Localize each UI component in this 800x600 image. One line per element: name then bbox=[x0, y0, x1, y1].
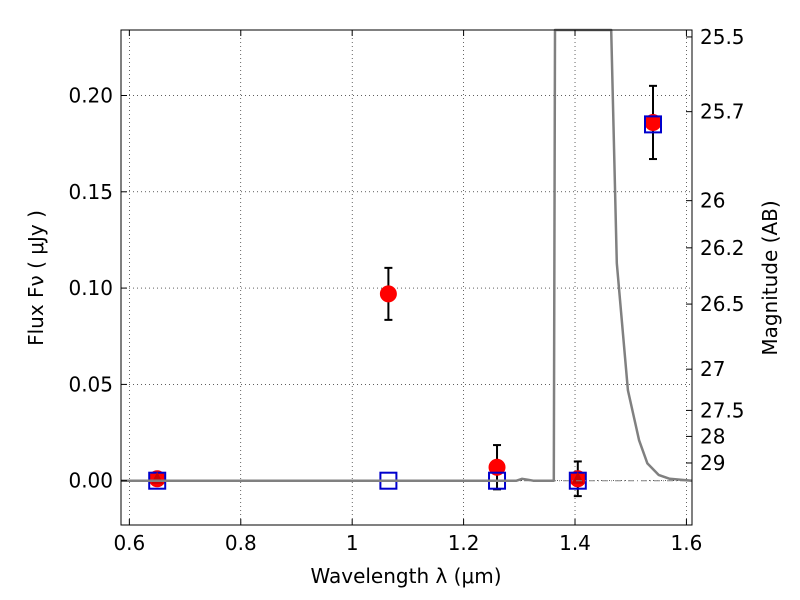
y-tick-label: 0.05 bbox=[68, 372, 113, 396]
x-tick-label: 0.8 bbox=[225, 531, 257, 555]
x-tick-label: 1 bbox=[346, 531, 359, 555]
plot-frame bbox=[120, 29, 693, 526]
y-tick-label: 0.10 bbox=[68, 276, 113, 300]
data-point bbox=[379, 285, 397, 303]
x-axis-label: Wavelength λ (μm) bbox=[310, 564, 501, 588]
y-axis-label: Flux Fν ( μJy ) bbox=[24, 210, 48, 346]
y-tick-label: 0.20 bbox=[68, 83, 113, 107]
mag-tick-label: 29 bbox=[700, 451, 725, 475]
mag-tick-label: 26.5 bbox=[700, 292, 745, 316]
mag-tick-label: 28 bbox=[700, 424, 725, 448]
mag-tick-label: 26.2 bbox=[700, 236, 745, 260]
x-tick-label: 1.6 bbox=[671, 531, 703, 555]
mag-tick-label: 26 bbox=[700, 189, 725, 213]
right-axis-label: Magnitude (AB) bbox=[758, 200, 782, 355]
mag-tick-label: 27.5 bbox=[700, 398, 745, 422]
y-tick-label: 0.00 bbox=[68, 469, 113, 493]
mag-tick-label: 25.5 bbox=[700, 25, 745, 49]
y-tick-label: 0.15 bbox=[68, 180, 113, 204]
data-point bbox=[488, 458, 506, 476]
model-square bbox=[644, 115, 663, 134]
axis-layer: 0.6 0.8 1 1.2 1.4 1.6 0.00 0.05 0.10 0.15 0.20 25.5… bbox=[68, 25, 744, 555]
mag-tick-label: 27 bbox=[700, 357, 725, 381]
x-tick-label: 1.2 bbox=[448, 531, 480, 555]
grid-layer bbox=[121, 30, 692, 525]
x-tick-label: 0.6 bbox=[113, 531, 145, 555]
x-tick-label: 1.4 bbox=[559, 531, 591, 555]
mag-tick-label: 25.7 bbox=[700, 100, 745, 124]
